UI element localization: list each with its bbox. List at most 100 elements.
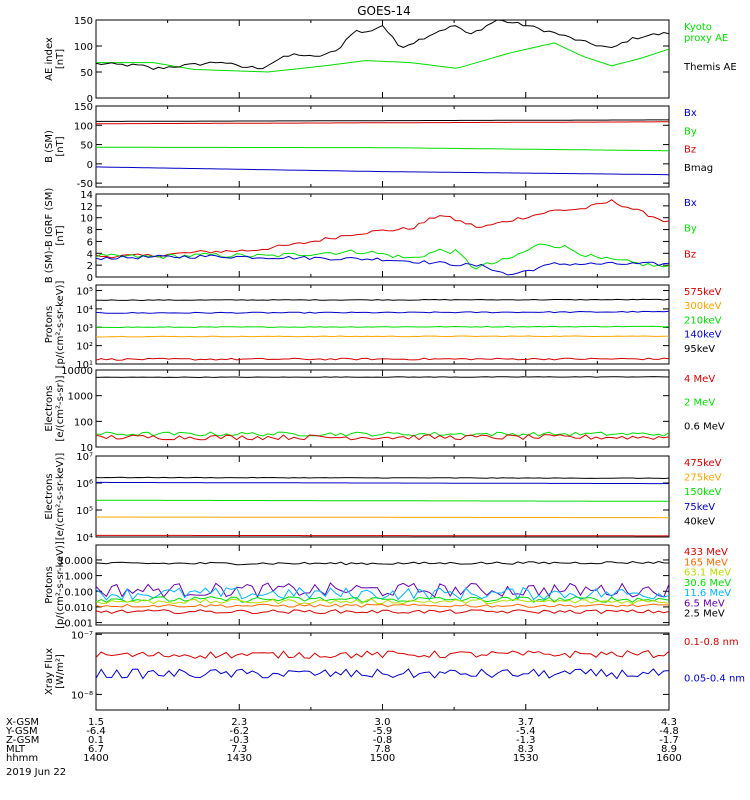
series-line-0-6-mev: [96, 376, 669, 379]
legend-entry: 275keV: [684, 473, 722, 484]
y-tick-label: 10⁴: [76, 305, 93, 316]
series-line-30-6-mev: [96, 596, 669, 603]
orbit-row-value: 8.9: [661, 744, 677, 755]
y-tick-label: 10000: [61, 366, 93, 377]
legend-entry: 0.6 MeV: [684, 421, 725, 432]
y-tick-label: 10²: [76, 342, 93, 353]
series-line-150kev: [96, 499, 669, 502]
panel-4: 10¹ 10² 10³ 10⁴ 10⁵ Protons[p/(cm²-s-sr-keV)]…: [44, 281, 722, 371]
legend-entry: 11.6 MeV: [684, 588, 731, 599]
y-tick-label: 0: [87, 94, 93, 105]
y-tick-label: 10⁷: [76, 452, 93, 463]
y-tick-label: 0.100: [64, 587, 93, 598]
y-tick-label: 0: [87, 273, 93, 284]
panel-2: -50 0 50 100 150 B (SM)[nT] Bx By Bz Bmag: [44, 102, 713, 190]
orbit-row-value: -1.7: [659, 735, 679, 746]
y-tick-label: 10⁻⁷: [71, 630, 93, 641]
legend-entry: 150keV: [684, 487, 722, 498]
y-axis-label: Protons[p/(cm²-s-sr-keV)]: [44, 541, 66, 629]
legend-entry: 475keV: [684, 458, 722, 469]
series-line-40kev: [96, 476, 669, 480]
orbit-row-value: 8.3: [518, 744, 534, 755]
orbit-row-value: -5.9: [373, 726, 393, 737]
legend-entry: 40keV: [684, 516, 715, 527]
time-axis-group: X-GSM 1.5 2.3 3.0 3.7 4.3 Y-GSM -6.4 -6.2 -5.9 -5.…: [5, 717, 682, 764]
panel-8: 10⁻⁸ 10⁻⁷ Xray Flux[W/m²] 0.1-0.8 nm 0.05-0.…: [44, 630, 745, 711]
orbit-row-value: 1530: [513, 753, 538, 764]
series-line-2-5-mev: [96, 560, 669, 566]
orbit-row-value: 7.3: [231, 744, 247, 755]
series-line-4-mev: [96, 434, 669, 441]
orbit-row-value: 1.5: [88, 717, 104, 728]
legend-entry: 2 MeV: [684, 398, 715, 409]
orbit-row-value: 0.1: [88, 735, 104, 746]
orbit-row-label: MLT: [6, 744, 26, 755]
orbit-row-value: -6.4: [86, 726, 106, 737]
orbit-row-value: 3.7: [518, 717, 534, 728]
panel-frame: [95, 455, 670, 538]
series-line-575kev: [96, 357, 669, 361]
orbit-row-value: -4.8: [659, 726, 679, 737]
legend-entry: 2.5 MeV: [684, 609, 725, 620]
legend-entry: 165 MeV: [684, 557, 728, 568]
series-line-bz: [96, 121, 669, 125]
plot-title: GOES-14: [357, 4, 411, 18]
orbit-row-value: 6.7: [88, 744, 104, 755]
legend-entry: 0.1-0.8 nm: [684, 637, 739, 648]
legend-entry: 210keV: [684, 315, 722, 326]
y-tick-label: 0.001: [64, 619, 93, 630]
y-axis-label: AE index[nT]: [44, 37, 66, 81]
y-tick-label: 2: [87, 261, 93, 272]
y-axis-label: B (SM)[nT]: [44, 130, 66, 163]
series-line-95kev: [96, 298, 669, 302]
orbit-row-label: Z-GSM: [6, 735, 39, 746]
legend-entry: Bx: [684, 108, 697, 119]
series-line-63-1-mev: [96, 598, 669, 605]
y-tick-label: 10⁴: [76, 533, 93, 544]
orbit-row-label: hhmm: [6, 753, 38, 764]
y-tick-label: 100: [74, 121, 93, 132]
legend-entry: Bmag: [684, 163, 713, 174]
series-line-210kev: [96, 325, 669, 329]
legend-entry: Themis AE: [683, 62, 737, 73]
series-line-433-mev: [96, 609, 669, 615]
orbit-row-value: 4.3: [661, 717, 677, 728]
y-tick-label: 10³: [76, 323, 93, 334]
y-tick-label: 50: [80, 141, 93, 152]
y-tick-label: 10: [80, 214, 93, 225]
y-tick-label: 150: [74, 16, 93, 27]
y-axis-label: B (SM)-B IGRF (SM)[nT]: [44, 188, 66, 284]
y-tick-label: -50: [77, 179, 93, 190]
series-line-by: [96, 243, 669, 270]
panel-6: 10⁴ 10⁵ 10⁶ 10⁷ Electrons[e/(cm²-s-sr-keV)] 4…: [44, 452, 722, 544]
series-line-bmag: [96, 119, 669, 122]
series-line-140kev: [96, 310, 669, 314]
legend-entry: 0.05-0.4 nm: [684, 674, 745, 685]
legend-entry: 433 MeV: [684, 547, 728, 558]
panel-frame: [95, 284, 670, 365]
y-axis-label: Electrons[e/(cm²-s-sr)]: [44, 375, 66, 441]
panel-frame: [95, 19, 670, 99]
legend-entry: Kyoto proxy AE: [684, 22, 728, 44]
orbit-row-value: 3.0: [375, 717, 391, 728]
y-tick-label: 8: [87, 226, 93, 237]
series-line-6-5-mev: [96, 582, 669, 599]
panel-7: 0.001 0.010 0.100 1.000 10.000Protons[p/(cm²…: [44, 541, 731, 630]
orbit-row-value: 1500: [370, 753, 395, 764]
y-tick-label: 6: [87, 237, 93, 248]
legend-entry: Bz: [684, 145, 696, 156]
legend-entry: 4 MeV: [684, 374, 715, 385]
series-line-0-1-0-8-nm: [96, 650, 669, 659]
y-tick-label: 10⁵: [76, 506, 93, 517]
orbit-row-label: Y-GSM: [5, 726, 38, 737]
legend-entry: Bz: [684, 249, 696, 260]
date-label: 2019 Jun 22: [6, 767, 66, 778]
legend-entry: 575keV: [684, 287, 722, 298]
legend-entry: 63.1 MeV: [684, 568, 731, 579]
y-tick-label: 0: [87, 160, 93, 171]
panel-frame: [95, 369, 670, 448]
legend-entry: 95keV: [684, 344, 715, 355]
orbit-row-label: X-GSM: [6, 717, 39, 728]
